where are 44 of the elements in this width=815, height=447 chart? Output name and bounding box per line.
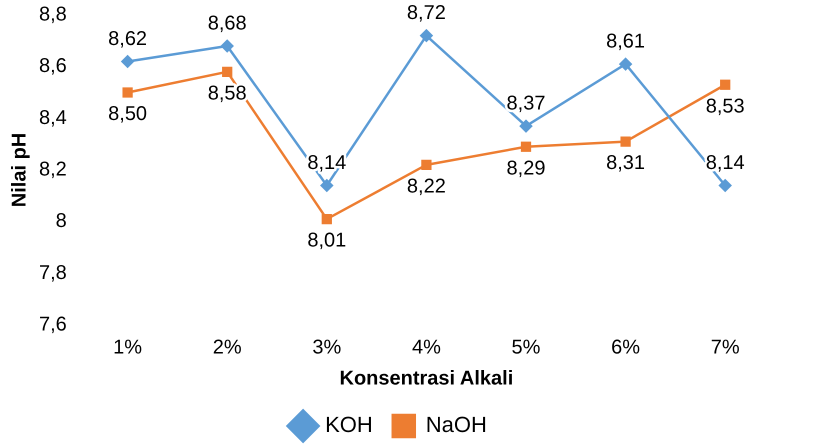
x-tick-label: 4% [412, 336, 442, 359]
point [421, 160, 432, 170]
x-tick-label: 6% [611, 336, 640, 359]
y-tick-label: 7,6 [38, 314, 67, 336]
data-label: 8,61 [606, 30, 646, 53]
point [320, 179, 334, 192]
x-tick-label: 5% [512, 336, 541, 359]
data-label: 8,72 [406, 2, 446, 24]
legend-label: KOH [325, 412, 373, 438]
point [520, 120, 532, 132]
point [220, 40, 234, 52]
y-tick-label: 8 [56, 210, 67, 232]
y-tick-label: 8,4 [38, 106, 67, 129]
y-tick-label: 8,2 [38, 158, 67, 181]
data-label: 8,68 [208, 12, 247, 35]
legend-label: NaOH [426, 412, 487, 438]
point [121, 55, 134, 68]
data-label: 8,62 [108, 28, 148, 50]
data-label: 8,53 [706, 95, 745, 118]
data-label: 8,29 [506, 157, 546, 180]
data-label: 8,31 [606, 152, 646, 174]
point [420, 29, 433, 42]
data-label: 8,14 [706, 152, 745, 174]
point [222, 66, 232, 77]
y-tick-label: 8,8 [38, 4, 67, 26]
x-tick-label: 2% [212, 336, 242, 359]
x-tick-label: 1% [113, 336, 142, 359]
x-tick-label: 3% [312, 336, 342, 359]
point [619, 58, 632, 70]
x-axis-title: Konsentrasi Alkali [340, 368, 514, 390]
y-tick-label: 8,6 [38, 55, 67, 78]
point [122, 87, 133, 98]
point [322, 214, 332, 224]
y-axis-title: Nilai pH [8, 132, 31, 208]
y-tick-label: 7,8 [38, 262, 67, 284]
point [720, 80, 730, 90]
point [718, 179, 732, 192]
data-label: 8,50 [108, 103, 148, 126]
data-label: 8,01 [307, 230, 346, 252]
x-tick-label: 7% [710, 336, 740, 359]
data-label: 8,37 [506, 92, 546, 115]
point [520, 142, 532, 152]
point [620, 136, 631, 147]
data-label: 8,22 [406, 175, 446, 198]
